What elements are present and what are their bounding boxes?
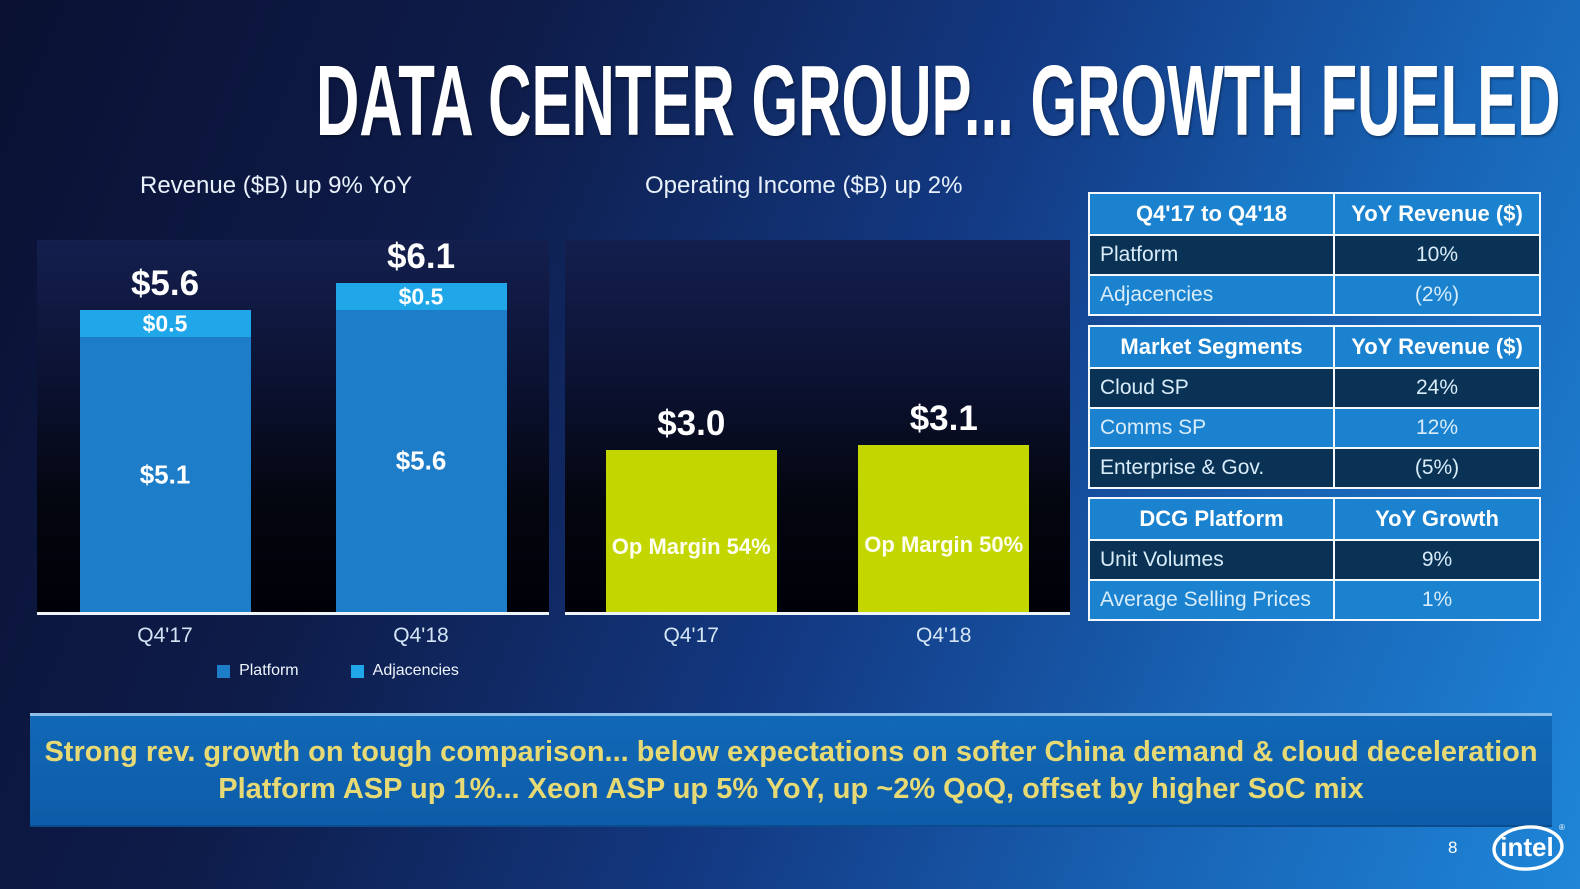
- table-row-label-cell: Comms SP: [1090, 409, 1333, 447]
- intel-logo-trademark: ®: [1559, 823, 1565, 832]
- bar-Q4'18: $0.5 $5.6: [335, 283, 507, 612]
- legend-swatch-icon: [217, 664, 231, 678]
- table-row: Unit Volumes 9%: [1090, 541, 1539, 579]
- legend-label: Platform: [239, 662, 299, 679]
- revenue-chart-title: Revenue ($B) up 9% YoY: [140, 172, 413, 199]
- legend-item-adjacencies: Adjacencies: [350, 662, 459, 680]
- bar-segment-value-label: $0.5: [142, 310, 188, 337]
- table-header-cell: YoY Revenue ($): [1335, 327, 1539, 367]
- axis-category-label: Q4'17: [663, 624, 719, 647]
- axis-category-label: Q4'18: [393, 624, 449, 647]
- table-row-value-cell: 9%: [1335, 541, 1539, 579]
- operating-income-chart-category-axis: Q4'17 Q4'18: [565, 624, 1070, 654]
- table-row-value-cell: 12%: [1335, 409, 1539, 447]
- table-row: Cloud SP 24%: [1090, 369, 1539, 407]
- table-row-label-cell: Average Selling Prices: [1090, 581, 1333, 619]
- bar-segment-adjacencies: $0.5: [79, 310, 251, 338]
- legend-swatch-icon: [350, 664, 364, 678]
- bar-annotation-label: Op Margin 54%: [611, 534, 771, 560]
- intel-logo-text: intel: [1500, 832, 1553, 862]
- bar-annotation-label: Op Margin 50%: [864, 532, 1024, 558]
- table-header-cell: YoY Revenue ($): [1335, 194, 1539, 234]
- bar-Q4'18: [858, 444, 1030, 612]
- table-header-cell: YoY Growth: [1335, 499, 1539, 539]
- bar-segment-operating-income: [605, 450, 777, 612]
- table-row: Platform 10%: [1090, 236, 1539, 274]
- revenue-chart-plot-area: $0.5 $5.1 $5.6 $0.5 $5.6 $6.1: [37, 237, 549, 612]
- table-header-row: DCG Platform YoY Growth: [1090, 499, 1539, 539]
- table-row-value-cell: 1%: [1335, 581, 1539, 619]
- bar-segment-adjacencies: $0.5: [335, 283, 507, 311]
- table-row-label-cell: Unit Volumes: [1090, 541, 1333, 579]
- table-header-cell: Market Segments: [1090, 327, 1333, 367]
- bar-segment-value-label: $5.6: [395, 445, 447, 476]
- table-row-label-cell: Platform: [1090, 236, 1333, 274]
- page-title: DATA CENTER GROUP... GROWTH FUELED BY CL…: [315, 45, 1580, 157]
- intel-logo: intel ®: [1492, 823, 1565, 871]
- axis-category-label: Q4'17: [137, 624, 193, 647]
- summary-table-2: DCG Platform YoY Growth Unit Volumes 9% Aver…: [1088, 497, 1541, 621]
- bar-total-label: $3.0: [657, 404, 726, 444]
- table-header-cell: Q4'17 to Q4'18: [1090, 194, 1333, 234]
- axis-category-label: Q4'18: [916, 624, 972, 647]
- legend-item-platform: Platform: [217, 662, 299, 680]
- bar-segment-platform: $5.1: [79, 337, 251, 612]
- table-header-row: Market Segments YoY Revenue ($): [1090, 327, 1539, 367]
- bar-segment-platform: $5.6: [335, 310, 507, 612]
- operating-income-chart-axis-line: [565, 612, 1070, 615]
- table-row: Adjacencies (2%): [1090, 276, 1539, 314]
- bar-segment-operating-income: [858, 444, 1030, 612]
- table-row-label-cell: Cloud SP: [1090, 369, 1333, 407]
- bar-Q4'17: $0.5 $5.1: [79, 310, 251, 612]
- table-row-value-cell: (2%): [1335, 276, 1539, 314]
- table-row: Comms SP 12%: [1090, 409, 1539, 447]
- table-row-label-cell: Adjacencies: [1090, 276, 1333, 314]
- table-row-value-cell: (5%): [1335, 449, 1539, 487]
- table-row-value-cell: 24%: [1335, 369, 1539, 407]
- revenue-chart-legend: Platform Adjacencies: [82, 662, 594, 680]
- table-row: Enterprise & Gov. (5%): [1090, 449, 1539, 487]
- page-number: 8: [1448, 838, 1458, 857]
- revenue-chart-axis-line: [37, 612, 549, 615]
- bar-Q4'17: [605, 450, 777, 612]
- operating-income-chart-title: Operating Income ($B) up 2%: [645, 172, 963, 199]
- table-row: Average Selling Prices 1%: [1090, 581, 1539, 619]
- legend-label: Adjacencies: [372, 662, 459, 679]
- banner-line-1: Strong rev. growth on tough comparison..…: [44, 735, 1538, 768]
- summary-table-0: Q4'17 to Q4'18 YoY Revenue ($) Platform 10%…: [1088, 192, 1541, 316]
- bar-segment-value-label: $0.5: [398, 283, 444, 310]
- table-header-cell: DCG Platform: [1090, 499, 1333, 539]
- operating-income-chart-plot-area: $3.0 Op Margin 54% $3.1 Op Margin 50%: [565, 240, 1070, 612]
- table-header-row: Q4'17 to Q4'18 YoY Revenue ($): [1090, 194, 1539, 234]
- bar-total-label: $5.6: [130, 264, 200, 304]
- bar-segment-value-label: $5.1: [139, 459, 191, 490]
- bar-total-label: $6.1: [386, 237, 456, 277]
- summary-table-1: Market Segments YoY Revenue ($) Cloud SP 24…: [1088, 325, 1541, 489]
- table-row-label-cell: Enterprise & Gov.: [1090, 449, 1333, 487]
- banner-line-2: Platform ASP up 1%... Xeon ASP up 5% YoY…: [218, 772, 1364, 805]
- table-row-value-cell: 10%: [1335, 236, 1539, 274]
- takeaway-banner: Strong rev. growth on tough comparison..…: [30, 713, 1552, 827]
- revenue-chart-category-axis: Q4'17 Q4'18: [37, 624, 549, 654]
- bar-total-label: $3.1: [909, 398, 978, 438]
